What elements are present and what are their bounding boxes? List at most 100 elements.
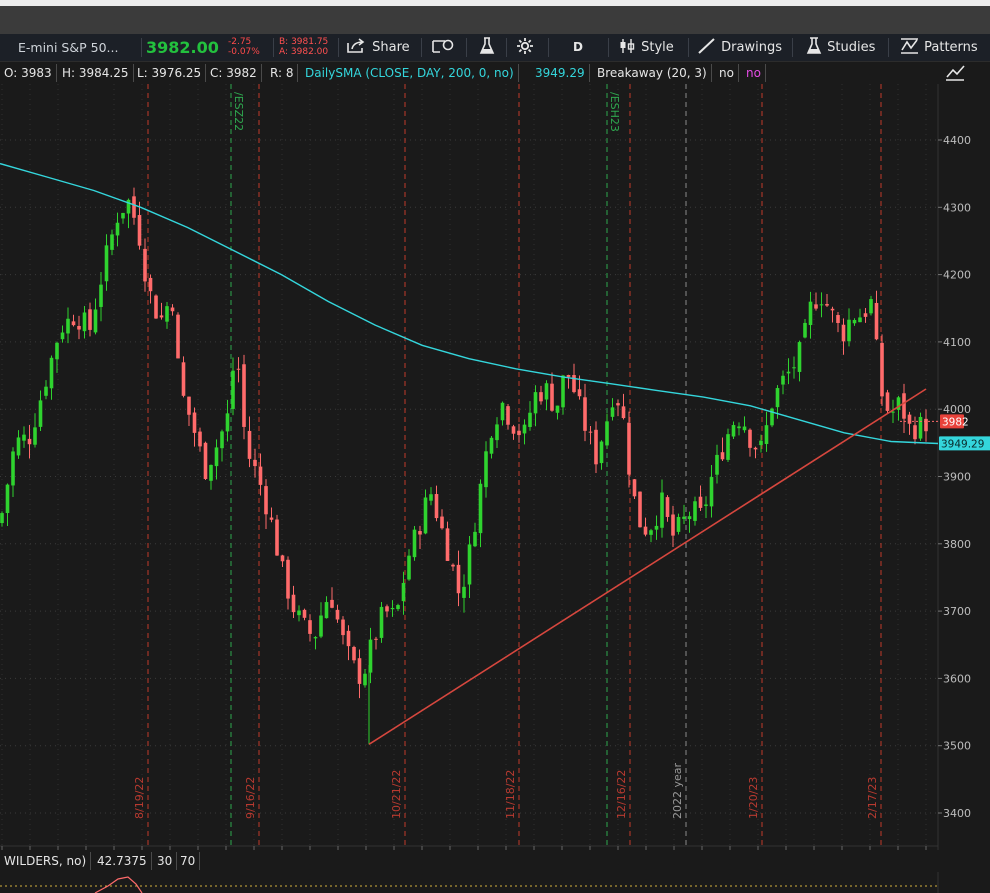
- bid-price: B: 3981.75: [279, 37, 329, 47]
- date-label: 10/21/22: [390, 770, 403, 819]
- candle-body: [55, 342, 59, 360]
- candle-body: [605, 421, 609, 446]
- candle-body: [16, 437, 21, 456]
- candle-body: [137, 215, 142, 246]
- price-axis-settings-icon[interactable]: [944, 64, 968, 82]
- flask-icon: [479, 37, 495, 54]
- price-axis: [938, 84, 990, 850]
- open-value: O: 3983: [0, 64, 57, 82]
- candle-body: [742, 426, 747, 431]
- candle-body: [687, 516, 692, 520]
- candle-body: [341, 619, 345, 636]
- candle-body: [759, 440, 763, 446]
- sma-study-value: 3949.29: [531, 64, 590, 82]
- candle-body: [236, 368, 241, 370]
- candle-body: [572, 375, 576, 393]
- candle-body: [308, 620, 312, 634]
- candle-body: [429, 494, 433, 501]
- candle-body: [737, 426, 741, 429]
- rsi-study-bar: WILDERS, no) 42.7375 30 70: [0, 850, 938, 872]
- y-tick-label: 3700: [943, 605, 971, 618]
- y-tick-label: 3500: [943, 740, 971, 753]
- price-chart-canvas[interactable]: 3400 3500 3600 3700 3800 3900 4000 4100 4200 4300…: [0, 84, 990, 850]
- net-change-value: -2.75: [228, 37, 252, 47]
- share-button[interactable]: Share: [346, 34, 410, 61]
- candle-body: [621, 406, 626, 419]
- candle-body: [638, 491, 642, 528]
- toolbar-divider: [273, 38, 274, 57]
- candle-body: [852, 319, 857, 324]
- sma-study-label[interactable]: DailySMA (CLOSE, DAY, 200, 0, no): [301, 64, 519, 82]
- candle-body: [280, 555, 285, 562]
- last-price: 3982.00: [146, 38, 219, 57]
- candle-body: [115, 222, 120, 236]
- candle-body: [27, 438, 32, 445]
- drawings-menu[interactable]: Drawings: [697, 34, 782, 61]
- aggregation-selector[interactable]: D: [573, 40, 583, 54]
- net-change-percent: -0.07%: [228, 47, 260, 57]
- y-tick-label: 4400: [943, 134, 971, 147]
- candle-body: [33, 427, 37, 445]
- trendline[interactable]: [368, 388, 927, 746]
- candle-body: [473, 531, 477, 547]
- candle-body: [170, 307, 175, 312]
- candle-body: [896, 397, 901, 410]
- candle-body: [698, 496, 703, 508]
- date-label: 2/17/23: [866, 777, 879, 819]
- candle-body: [484, 451, 488, 488]
- candle-body: [385, 606, 389, 612]
- candle-body: [440, 516, 444, 529]
- candle-body: [731, 425, 736, 437]
- candle-body: [104, 245, 109, 282]
- candle-body: [764, 425, 769, 444]
- low-value: L: 3976.25: [133, 64, 207, 82]
- candle-body: [390, 607, 395, 610]
- candle-body: [374, 638, 378, 640]
- candle-body: [82, 312, 87, 332]
- candle-body: [187, 396, 191, 415]
- candle-body: [132, 196, 136, 218]
- candle-body: [913, 425, 917, 440]
- flexible-grid-button[interactable]: [431, 34, 457, 61]
- candle-body: [918, 416, 923, 439]
- candle-body: [544, 383, 549, 400]
- candle-body: [676, 516, 681, 532]
- patterns-menu[interactable]: Patterns: [900, 34, 978, 61]
- candle-body: [671, 514, 675, 536]
- style-menu[interactable]: Style: [619, 34, 674, 61]
- candle-body: [121, 212, 125, 219]
- price-chart[interactable]: 3400 3500 3600 3700 3800 3900 4000 4100 4200 4300…: [0, 84, 990, 854]
- candle-body: [93, 309, 98, 333]
- candle-body: [143, 248, 147, 282]
- candle-body: [269, 517, 274, 520]
- candle-body: [924, 418, 928, 432]
- breakaway-value-1: no: [715, 64, 739, 82]
- settings-button[interactable]: [516, 34, 534, 61]
- candle-body: [209, 464, 213, 481]
- gear-icon: [517, 38, 533, 54]
- y-tick-label: 4000: [943, 403, 971, 416]
- toolbar-divider: [338, 38, 339, 57]
- candle-body: [874, 302, 879, 340]
- rsi-label[interactable]: WILDERS, no): [0, 852, 92, 870]
- breakaway-value-2: no: [742, 64, 766, 82]
- candle-body: [330, 599, 334, 608]
- candle-body: [154, 295, 158, 319]
- window-top-strip: [0, 0, 990, 6]
- candle-body: [825, 304, 829, 306]
- candle-body: [533, 392, 538, 414]
- candle-body: [71, 321, 76, 326]
- candle-body: [368, 639, 373, 673]
- breakaway-study-label[interactable]: Breakaway (20, 3): [593, 64, 712, 82]
- y-tick-label: 3600: [943, 672, 971, 685]
- studies-menu[interactable]: Studies: [805, 34, 875, 61]
- candle-body: [715, 454, 719, 475]
- style-label: Style: [641, 40, 674, 55]
- date-label: 1/20/23: [747, 777, 760, 819]
- symbol-selector[interactable]: E-mini S&P 50...: [18, 40, 119, 55]
- candle-body: [528, 412, 532, 427]
- drawing-sets-button[interactable]: [479, 34, 495, 61]
- candle-body: [176, 314, 180, 359]
- toolbar-divider: [792, 38, 793, 57]
- toolbar-divider: [466, 38, 467, 57]
